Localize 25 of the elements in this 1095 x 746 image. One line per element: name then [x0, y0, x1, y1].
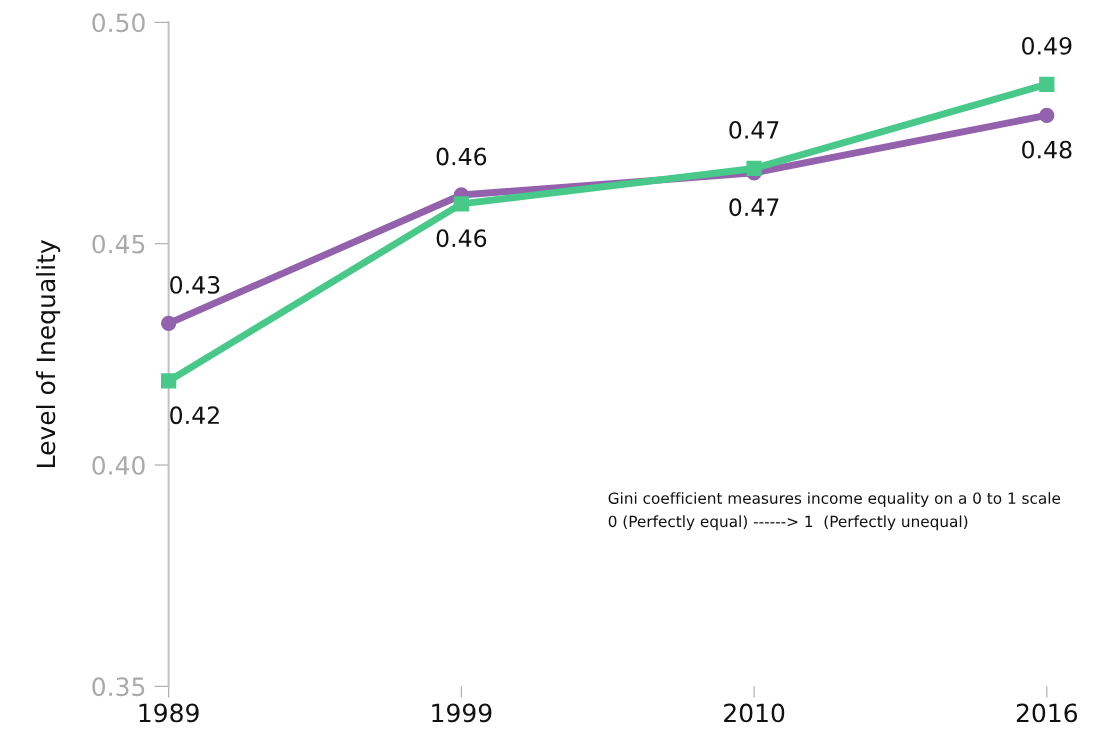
y-tick-label: 0.45	[92, 234, 145, 254]
y-axis-title: Level of Inequality	[35, 240, 61, 467]
point	[1039, 107, 1055, 123]
data-label: 0.46	[436, 229, 487, 248]
data-label: 0.47	[729, 198, 779, 217]
y-tick-label: 0.40	[92, 455, 145, 475]
point	[453, 196, 469, 212]
x-tick-label: 1989	[139, 703, 199, 723]
data-label: 0.48	[1022, 140, 1072, 159]
data-label: 0.47	[729, 121, 779, 139]
data-label: 0.42	[170, 406, 219, 425]
point	[746, 160, 762, 177]
data-label: 0.43	[170, 275, 220, 294]
x-tick-label: 2016	[1016, 703, 1078, 723]
x-tick-label: 2010	[724, 703, 785, 723]
point	[160, 373, 177, 389]
y-tick-label: 0.35	[92, 677, 145, 697]
annotation: Gini coefficient measures income equality on a 0 to 1 scale	[608, 492, 1061, 507]
point	[1039, 76, 1055, 92]
data-label: 0.49	[1022, 36, 1072, 55]
y-tick-label: 0.50	[92, 13, 145, 33]
point	[160, 315, 177, 332]
x-tick-label: 1999	[432, 703, 492, 723]
annotation: 0 (Perfectly equal) ------> 1 (Perfectly unequal)	[608, 515, 968, 531]
data-label: 0.46	[436, 147, 487, 166]
